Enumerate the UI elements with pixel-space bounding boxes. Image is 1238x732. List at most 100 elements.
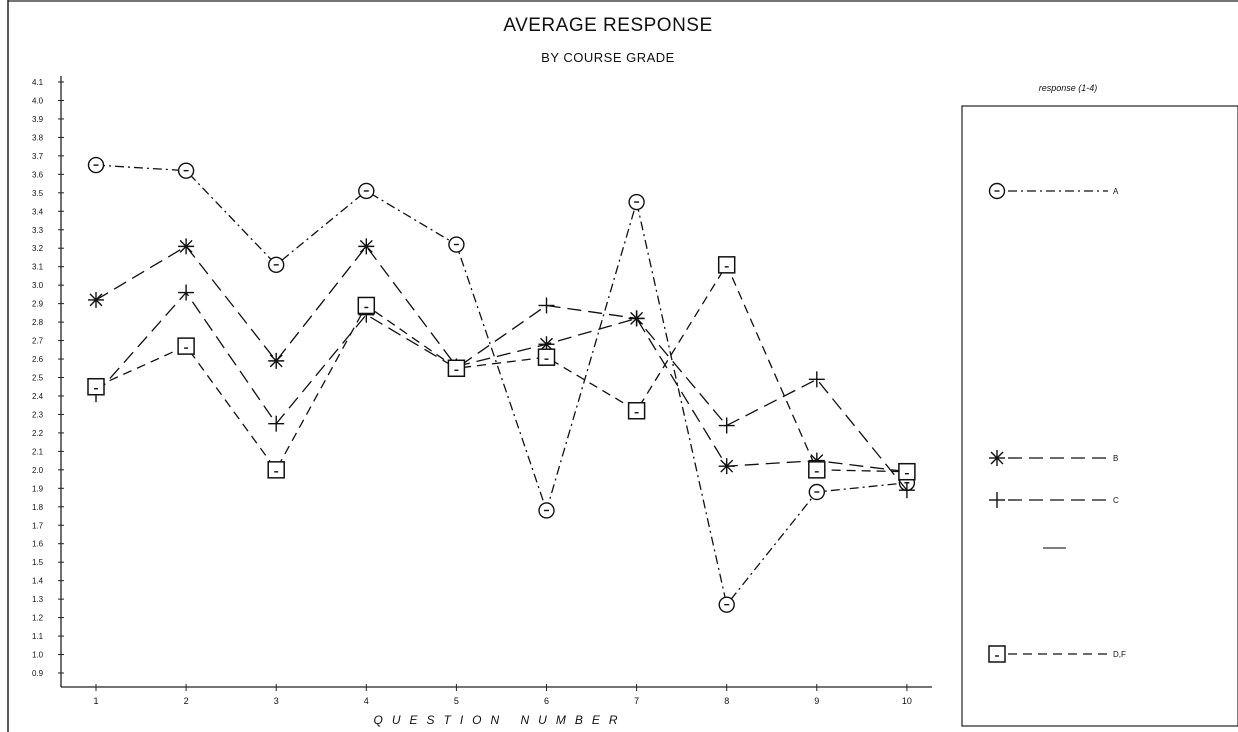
legend-label: D,F xyxy=(1113,650,1126,659)
x-tick-label: 1 xyxy=(93,696,98,706)
data-point xyxy=(177,162,195,179)
legend-label: A xyxy=(1113,187,1119,196)
data-point xyxy=(718,596,735,613)
y-tick-label: 2.4 xyxy=(32,392,44,401)
y-tick-label: 1.2 xyxy=(32,614,44,623)
series-a xyxy=(87,156,916,613)
series-line xyxy=(95,245,907,473)
data-point xyxy=(628,193,645,211)
x-ticks: 1 2 3 4 5 6 7 8 9 10 xyxy=(93,684,912,706)
x-tick-label: 4 xyxy=(364,696,369,706)
y-tick-label: 2.6 xyxy=(32,355,44,364)
legend-marker xyxy=(989,450,1005,466)
y-tick-label: 2.2 xyxy=(32,429,44,438)
series-line xyxy=(95,164,907,607)
y-tick-label: 1.3 xyxy=(32,595,44,604)
data-point xyxy=(267,461,285,479)
data-point xyxy=(808,371,825,388)
y-tick-label: 3.3 xyxy=(32,226,44,235)
legend-entry: B xyxy=(989,450,1118,466)
legend-label: B xyxy=(1113,454,1118,463)
legend-entries: A B C D,F xyxy=(988,182,1126,663)
y-tick-label: 1.4 xyxy=(32,577,44,586)
axes xyxy=(60,76,932,688)
data-point xyxy=(898,462,916,481)
y-tick-label: 3.1 xyxy=(32,263,44,272)
data-point xyxy=(447,359,466,378)
x-tick-label: 5 xyxy=(454,696,459,706)
series-line xyxy=(95,263,907,473)
x-tick-label: 6 xyxy=(544,696,549,706)
data-point xyxy=(178,284,195,301)
y-tick-label: 1.7 xyxy=(32,521,44,530)
y-tick-label: 2.0 xyxy=(32,466,44,475)
series-group xyxy=(87,156,916,613)
y-tick-label: 2.3 xyxy=(32,410,44,419)
y-ticks: 4.1 4.0 3.9 3.8 3.7 3.6 3.5 3.4 3.3 3.2 3.1 3.0 2.9 2… xyxy=(32,78,64,678)
y-tick-label: 3.2 xyxy=(32,244,44,253)
legend-title: response (1-4) xyxy=(1039,83,1098,93)
data-point xyxy=(808,461,826,479)
data-point xyxy=(448,236,465,253)
data-point xyxy=(177,337,195,355)
y-tick-label: 2.7 xyxy=(32,337,44,346)
y-tick-label: 2.8 xyxy=(32,318,44,327)
x-tick-label: 9 xyxy=(814,696,819,706)
y-tick-label: 2.1 xyxy=(32,447,44,456)
data-point xyxy=(718,417,735,434)
y-tick-label: 1.5 xyxy=(32,558,44,567)
data-point xyxy=(717,256,736,274)
y-tick-label: 2.9 xyxy=(32,300,44,309)
y-tick-label: 1.8 xyxy=(32,503,44,512)
data-point xyxy=(538,502,555,519)
y-tick-label: 3.4 xyxy=(32,207,44,216)
y-tick-label: 1.1 xyxy=(32,632,44,641)
y-tick-label: 3.9 xyxy=(32,115,44,124)
series-b xyxy=(88,238,915,480)
data-point xyxy=(87,377,105,396)
x-tick-label: 7 xyxy=(634,696,639,706)
data-point xyxy=(538,297,555,314)
series-c xyxy=(88,284,915,499)
x-tick-label: 2 xyxy=(184,696,189,706)
y-tick-label: 3.8 xyxy=(32,133,44,142)
data-point xyxy=(268,256,285,274)
legend-entry: D,F xyxy=(988,645,1126,663)
y-tick-label: 0.9 xyxy=(32,669,44,678)
y-tick-label: 1.6 xyxy=(32,540,44,549)
data-point xyxy=(358,238,375,255)
legend-entry: C xyxy=(989,492,1119,508)
y-tick-label: 1.0 xyxy=(32,651,44,660)
y-tick-label: 4.1 xyxy=(32,78,44,87)
chart-title: AVERAGE RESPONSE xyxy=(503,15,712,36)
data-point xyxy=(357,296,376,315)
y-tick-label: 3.0 xyxy=(32,281,44,290)
data-point xyxy=(358,182,375,200)
x-tick-label: 8 xyxy=(724,696,729,706)
series-line xyxy=(95,291,908,491)
y-tick-label: 3.6 xyxy=(32,170,44,179)
data-point xyxy=(268,352,285,369)
y-tick-label: 4.0 xyxy=(32,96,44,105)
series-df xyxy=(87,256,916,481)
data-point xyxy=(88,291,104,308)
data-point xyxy=(808,483,825,501)
data-point xyxy=(87,156,105,174)
legend-label: C xyxy=(1113,496,1119,505)
legend-marker xyxy=(988,645,1006,663)
chart-subtitle: BY COURSE GRADE xyxy=(541,50,675,65)
y-tick-label: 2.5 xyxy=(32,374,44,383)
legend: response (1-4) A B C D,F xyxy=(961,83,1238,727)
y-tick-label: 3.5 xyxy=(32,189,44,198)
data-point xyxy=(178,238,195,255)
y-tick-label: 1.9 xyxy=(32,484,44,493)
data-point xyxy=(898,482,915,499)
data-point xyxy=(537,348,556,366)
y-tick-label: 3.7 xyxy=(32,152,44,161)
data-point xyxy=(628,310,645,327)
x-tick-label: 3 xyxy=(274,696,279,706)
data-point xyxy=(268,415,285,432)
legend-box xyxy=(961,105,1238,727)
legend-marker xyxy=(989,492,1005,508)
